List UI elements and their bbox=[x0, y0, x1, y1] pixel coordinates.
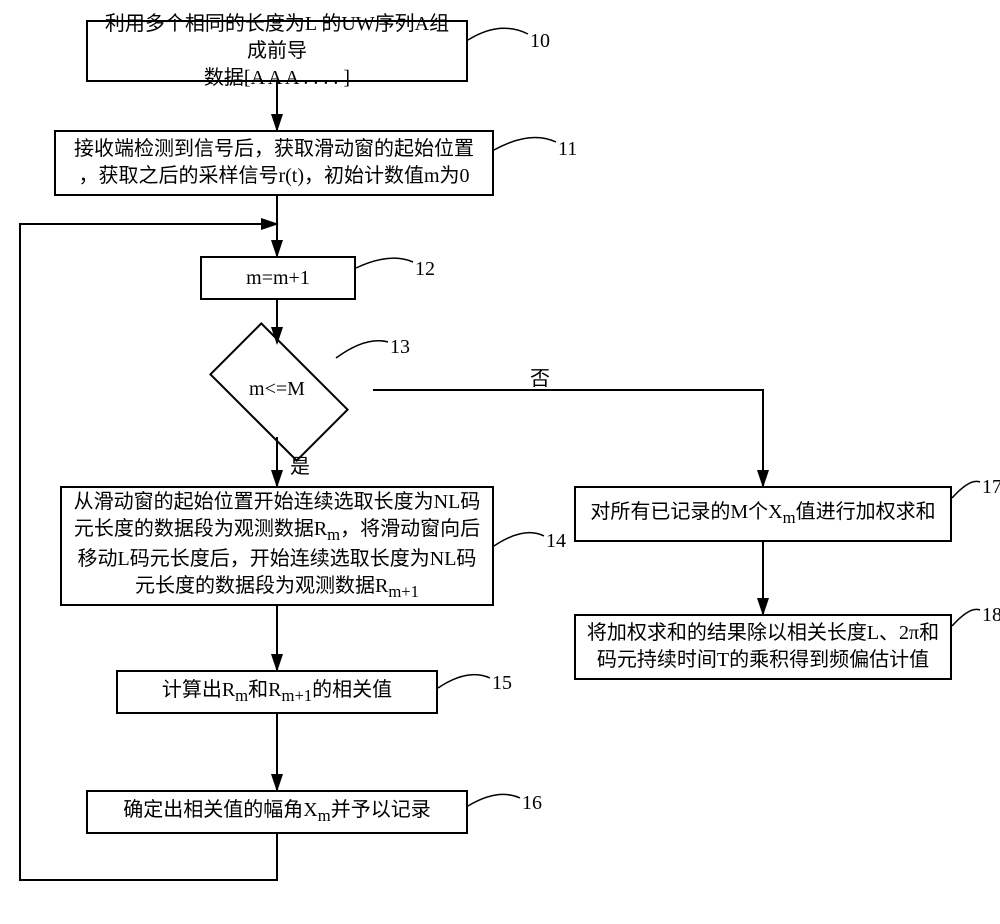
process-node-10: 利用多个相同的长度为L 的UW序列A组成前导数据[A A A . . . . ] bbox=[86, 20, 468, 82]
no-label: 否 bbox=[530, 362, 550, 391]
flowchart-canvas: 利用多个相同的长度为L 的UW序列A组成前导数据[A A A . . . . ]… bbox=[0, 0, 1000, 924]
process-node-17: 对所有已记录的M个Xm值进行加权求和 bbox=[574, 486, 952, 542]
process-node-16: 确定出相关值的幅角Xm并予以记录 bbox=[86, 790, 468, 834]
leader-12 bbox=[356, 258, 413, 268]
step-label-18: 18 bbox=[982, 604, 1000, 627]
step-label-11: 11 bbox=[558, 138, 577, 161]
leader-10 bbox=[468, 28, 528, 40]
leader-13 bbox=[336, 341, 388, 358]
node-10-text: 利用多个相同的长度为L 的UW序列A组成前导数据[A A A . . . . ] bbox=[98, 11, 456, 92]
node-17-text: 对所有已记录的M个Xm值进行加权求和 bbox=[590, 499, 935, 530]
process-node-12: m=m+1 bbox=[200, 256, 356, 300]
edge-13-17 bbox=[373, 390, 763, 486]
node-11-text: 接收端检测到信号后，获取滑动窗的起始位置，获取之后的采样信号r(t)，初始计数值… bbox=[74, 136, 474, 190]
node-12-text: m=m+1 bbox=[246, 265, 310, 292]
step-label-12: 12 bbox=[415, 258, 435, 281]
leader-17 bbox=[952, 481, 980, 498]
leader-14 bbox=[494, 533, 544, 546]
process-node-14: 从滑动窗的起始位置开始连续选取长度为NL码 元长度的数据段为观测数据Rm，将滑动… bbox=[60, 486, 494, 606]
node-15-text: 计算出Rm和Rm+1的相关值 bbox=[162, 677, 392, 708]
node-14-text: 从滑动窗的起始位置开始连续选取长度为NL码 元长度的数据段为观测数据Rm，将滑动… bbox=[74, 489, 481, 604]
step-label-10: 10 bbox=[530, 30, 550, 53]
step-label-15: 15 bbox=[492, 672, 512, 695]
step-label-14: 14 bbox=[546, 530, 566, 553]
leader-15 bbox=[438, 675, 490, 688]
process-node-15: 计算出Rm和Rm+1的相关值 bbox=[116, 670, 438, 714]
leader-11 bbox=[494, 138, 556, 151]
node-18-text: 将加权求和的结果除以相关长度L、2π和码元持续时间T的乘积得到频偏估计值 bbox=[587, 620, 939, 674]
leader-18 bbox=[952, 609, 980, 626]
yes-label: 是 bbox=[290, 450, 310, 479]
step-label-17: 17 bbox=[982, 476, 1000, 499]
node-13-text: m<=M bbox=[247, 378, 307, 401]
process-node-11: 接收端检测到信号后，获取滑动窗的起始位置，获取之后的采样信号r(t)，初始计数值… bbox=[54, 130, 494, 196]
step-label-16: 16 bbox=[522, 792, 542, 815]
leader-16 bbox=[468, 794, 520, 806]
process-node-18: 将加权求和的结果除以相关长度L、2π和码元持续时间T的乘积得到频偏估计值 bbox=[574, 614, 952, 680]
node-16-text: 确定出相关值的幅角Xm并予以记录 bbox=[123, 797, 430, 828]
step-label-13: 13 bbox=[390, 336, 410, 359]
